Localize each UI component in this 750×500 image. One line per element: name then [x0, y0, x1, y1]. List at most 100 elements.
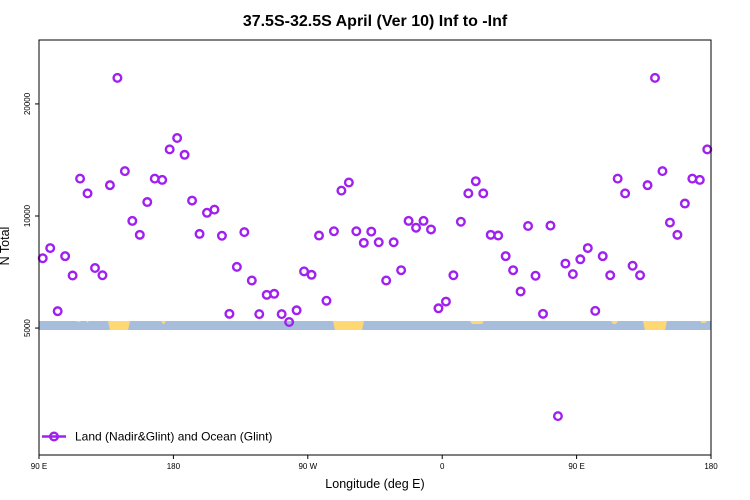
data-point	[269, 288, 280, 299]
data-point	[590, 305, 601, 316]
data-point	[254, 309, 265, 320]
data-point	[478, 188, 489, 199]
data-point	[672, 229, 683, 240]
data-point	[299, 266, 310, 277]
data-point	[463, 188, 474, 199]
ocean-band	[39, 321, 711, 330]
data-point	[418, 215, 429, 226]
data-point	[67, 270, 78, 281]
data-point	[336, 185, 347, 196]
data-point	[426, 224, 437, 235]
data-point	[605, 270, 616, 281]
data-point	[448, 270, 459, 281]
data-point	[216, 230, 227, 241]
data-point	[433, 303, 444, 314]
legend-marker-swatch	[49, 431, 60, 442]
data-point	[97, 270, 108, 281]
x-tick-label: 90 E	[31, 462, 47, 471]
data-point	[582, 243, 593, 254]
data-point	[366, 226, 377, 237]
data-point	[45, 243, 56, 254]
data-point	[642, 180, 653, 191]
data-point	[351, 226, 362, 237]
data-point	[164, 144, 175, 155]
data-point	[493, 230, 504, 241]
data-point	[60, 251, 71, 262]
data-point	[127, 215, 138, 226]
data-point	[37, 253, 48, 264]
x-tick-label: 90 W	[298, 462, 317, 471]
data-point	[246, 275, 257, 286]
data-point	[612, 173, 623, 184]
data-point	[291, 305, 302, 316]
y-tick-label: 10000	[23, 204, 32, 227]
data-point	[597, 251, 608, 262]
data-point	[75, 173, 86, 184]
data-point	[373, 237, 384, 248]
data-point	[306, 269, 317, 280]
data-point	[314, 230, 325, 241]
data-point	[358, 237, 369, 248]
data-point	[321, 295, 332, 306]
data-point	[134, 229, 145, 240]
data-point	[328, 226, 339, 237]
data-point	[194, 228, 205, 239]
data-point	[567, 269, 578, 280]
land-patch	[611, 321, 618, 324]
data-point	[276, 309, 287, 320]
data-point	[560, 258, 571, 269]
data-point	[224, 308, 235, 319]
surface-type-band	[39, 321, 711, 330]
data-point	[112, 72, 123, 83]
data-point	[545, 220, 556, 231]
data-point	[403, 215, 414, 226]
data-point	[455, 216, 466, 227]
data-point	[411, 222, 422, 233]
x-tick-label: 180	[704, 462, 718, 471]
data-point	[694, 174, 705, 185]
data-point	[552, 411, 563, 422]
data-point	[538, 308, 549, 319]
data-point	[231, 261, 242, 272]
data-point	[388, 237, 399, 248]
land-patch	[333, 321, 364, 330]
data-point	[142, 197, 153, 208]
land-patch	[643, 321, 667, 330]
data-point	[179, 149, 190, 160]
data-point	[187, 195, 198, 206]
data-point	[104, 180, 115, 191]
data-point	[508, 265, 519, 276]
x-tick-label: 0	[440, 462, 445, 471]
y-axis-ticks: 5000 10000 20000	[23, 92, 39, 337]
data-point	[575, 254, 586, 265]
land-patch	[86, 321, 89, 323]
data-point	[470, 176, 481, 187]
data-point	[702, 144, 713, 155]
x-axis-ticks: 90 E 180 90 W 0 90 E 180	[31, 455, 718, 471]
land-patch	[108, 321, 130, 330]
data-point	[343, 177, 354, 188]
data-point	[396, 265, 407, 276]
data-points	[37, 72, 713, 422]
data-point	[530, 270, 541, 281]
data-point	[657, 166, 668, 177]
y-axis-label: N Total	[0, 227, 12, 266]
legend-entry-label: Land (Nadir&Glint) and Ocean (Glint)	[75, 430, 272, 444]
x-tick-label: 90 E	[568, 462, 584, 471]
data-point	[650, 72, 661, 83]
x-tick-label: 180	[167, 462, 181, 471]
data-point	[52, 306, 63, 317]
data-point	[172, 132, 183, 143]
land-patch	[161, 321, 166, 324]
data-point	[515, 286, 526, 297]
data-point	[679, 198, 690, 209]
plot-frame	[38, 39, 712, 456]
data-point	[620, 188, 631, 199]
data-point	[664, 217, 675, 228]
legend: Land (Nadir&Glint) and Ocean (Glint)	[42, 430, 272, 444]
land-patch	[700, 321, 707, 323]
data-point	[627, 260, 638, 271]
data-point	[440, 296, 451, 307]
data-point	[89, 262, 100, 273]
